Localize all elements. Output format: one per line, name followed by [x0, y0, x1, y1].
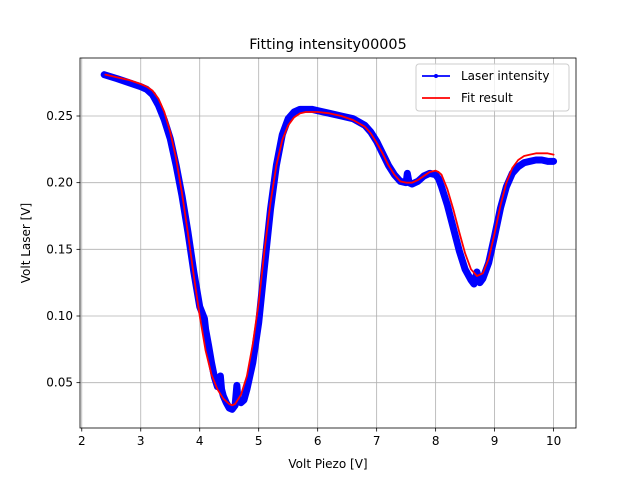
data-point — [527, 159, 533, 164]
data-point — [474, 269, 480, 275]
data-point — [219, 387, 224, 392]
data-point — [405, 171, 410, 176]
legend-label-laser-intensity: Laser intensity — [461, 69, 549, 83]
data-point — [516, 164, 521, 169]
x-tick-label: 9 — [491, 434, 499, 448]
x-axis-label: Volt Piezo [V] — [288, 457, 367, 471]
x-tick-label: 8 — [432, 434, 440, 448]
data-point — [241, 397, 247, 403]
y-tick-label: 0.20 — [46, 176, 73, 190]
legend: Laser intensity Fit result — [415, 63, 570, 112]
legend-box — [415, 63, 570, 112]
data-point — [101, 72, 107, 77]
data-point — [471, 281, 477, 287]
data-point — [250, 360, 255, 365]
data-point — [303, 107, 309, 112]
data-point — [309, 107, 314, 112]
x-tick-label: 2 — [78, 434, 86, 448]
x-tick-label: 3 — [137, 434, 145, 448]
data-point — [433, 172, 438, 177]
chart-title: Fitting intensity00005 — [249, 37, 407, 53]
data-point — [291, 109, 297, 115]
x-tick-label: 5 — [255, 434, 263, 448]
data-point — [521, 160, 527, 165]
data-point — [480, 276, 486, 281]
data-point — [238, 400, 244, 405]
data-point — [202, 316, 207, 321]
plot-frame — [79, 57, 577, 429]
x-axis-ticks: 2 3 4 5 6 7 8 9 10 — [78, 428, 561, 448]
x-tick-label: 7 — [373, 434, 381, 448]
y-tick-label: 0.05 — [46, 376, 73, 390]
data-point — [477, 280, 483, 285]
y-tick-label: 0.25 — [46, 109, 73, 123]
data-point — [451, 225, 456, 231]
y-tick-label: 0.10 — [46, 309, 73, 323]
y-axis-ticks: 0.05 0.10 0.15 0.20 0.25 — [46, 109, 80, 390]
data-point — [462, 267, 468, 272]
y-tick-label: 0.15 — [46, 242, 73, 256]
data-point — [457, 248, 462, 253]
data-point — [203, 327, 208, 332]
data-point — [138, 84, 143, 89]
plot-series — [100, 71, 558, 413]
data-point — [156, 103, 161, 108]
x-tick-label: 6 — [314, 434, 322, 448]
x-tick-label: 10 — [546, 434, 561, 448]
data-point — [297, 107, 303, 112]
data-point — [206, 343, 211, 348]
legend-marker-laser-intensity — [434, 74, 438, 78]
data-point — [256, 320, 261, 325]
data-point — [285, 116, 291, 121]
data-point — [218, 373, 223, 379]
data-point — [445, 203, 450, 208]
data-point — [436, 176, 441, 181]
data-point — [439, 184, 444, 189]
y-axis-label: Volt Laser [V] — [19, 203, 33, 283]
data-point — [209, 360, 214, 365]
data-point — [533, 157, 539, 163]
legend-label-fit-result: Fit result — [461, 91, 513, 105]
data-point — [229, 407, 235, 412]
data-point — [545, 159, 550, 164]
data-point — [468, 277, 474, 283]
data-point — [244, 387, 250, 392]
series-line-fit-result — [104, 73, 555, 407]
x-tick-label: 4 — [196, 434, 204, 448]
data-point — [126, 80, 132, 85]
data-point — [539, 157, 544, 163]
data-point — [234, 383, 240, 388]
data-point — [551, 159, 556, 164]
